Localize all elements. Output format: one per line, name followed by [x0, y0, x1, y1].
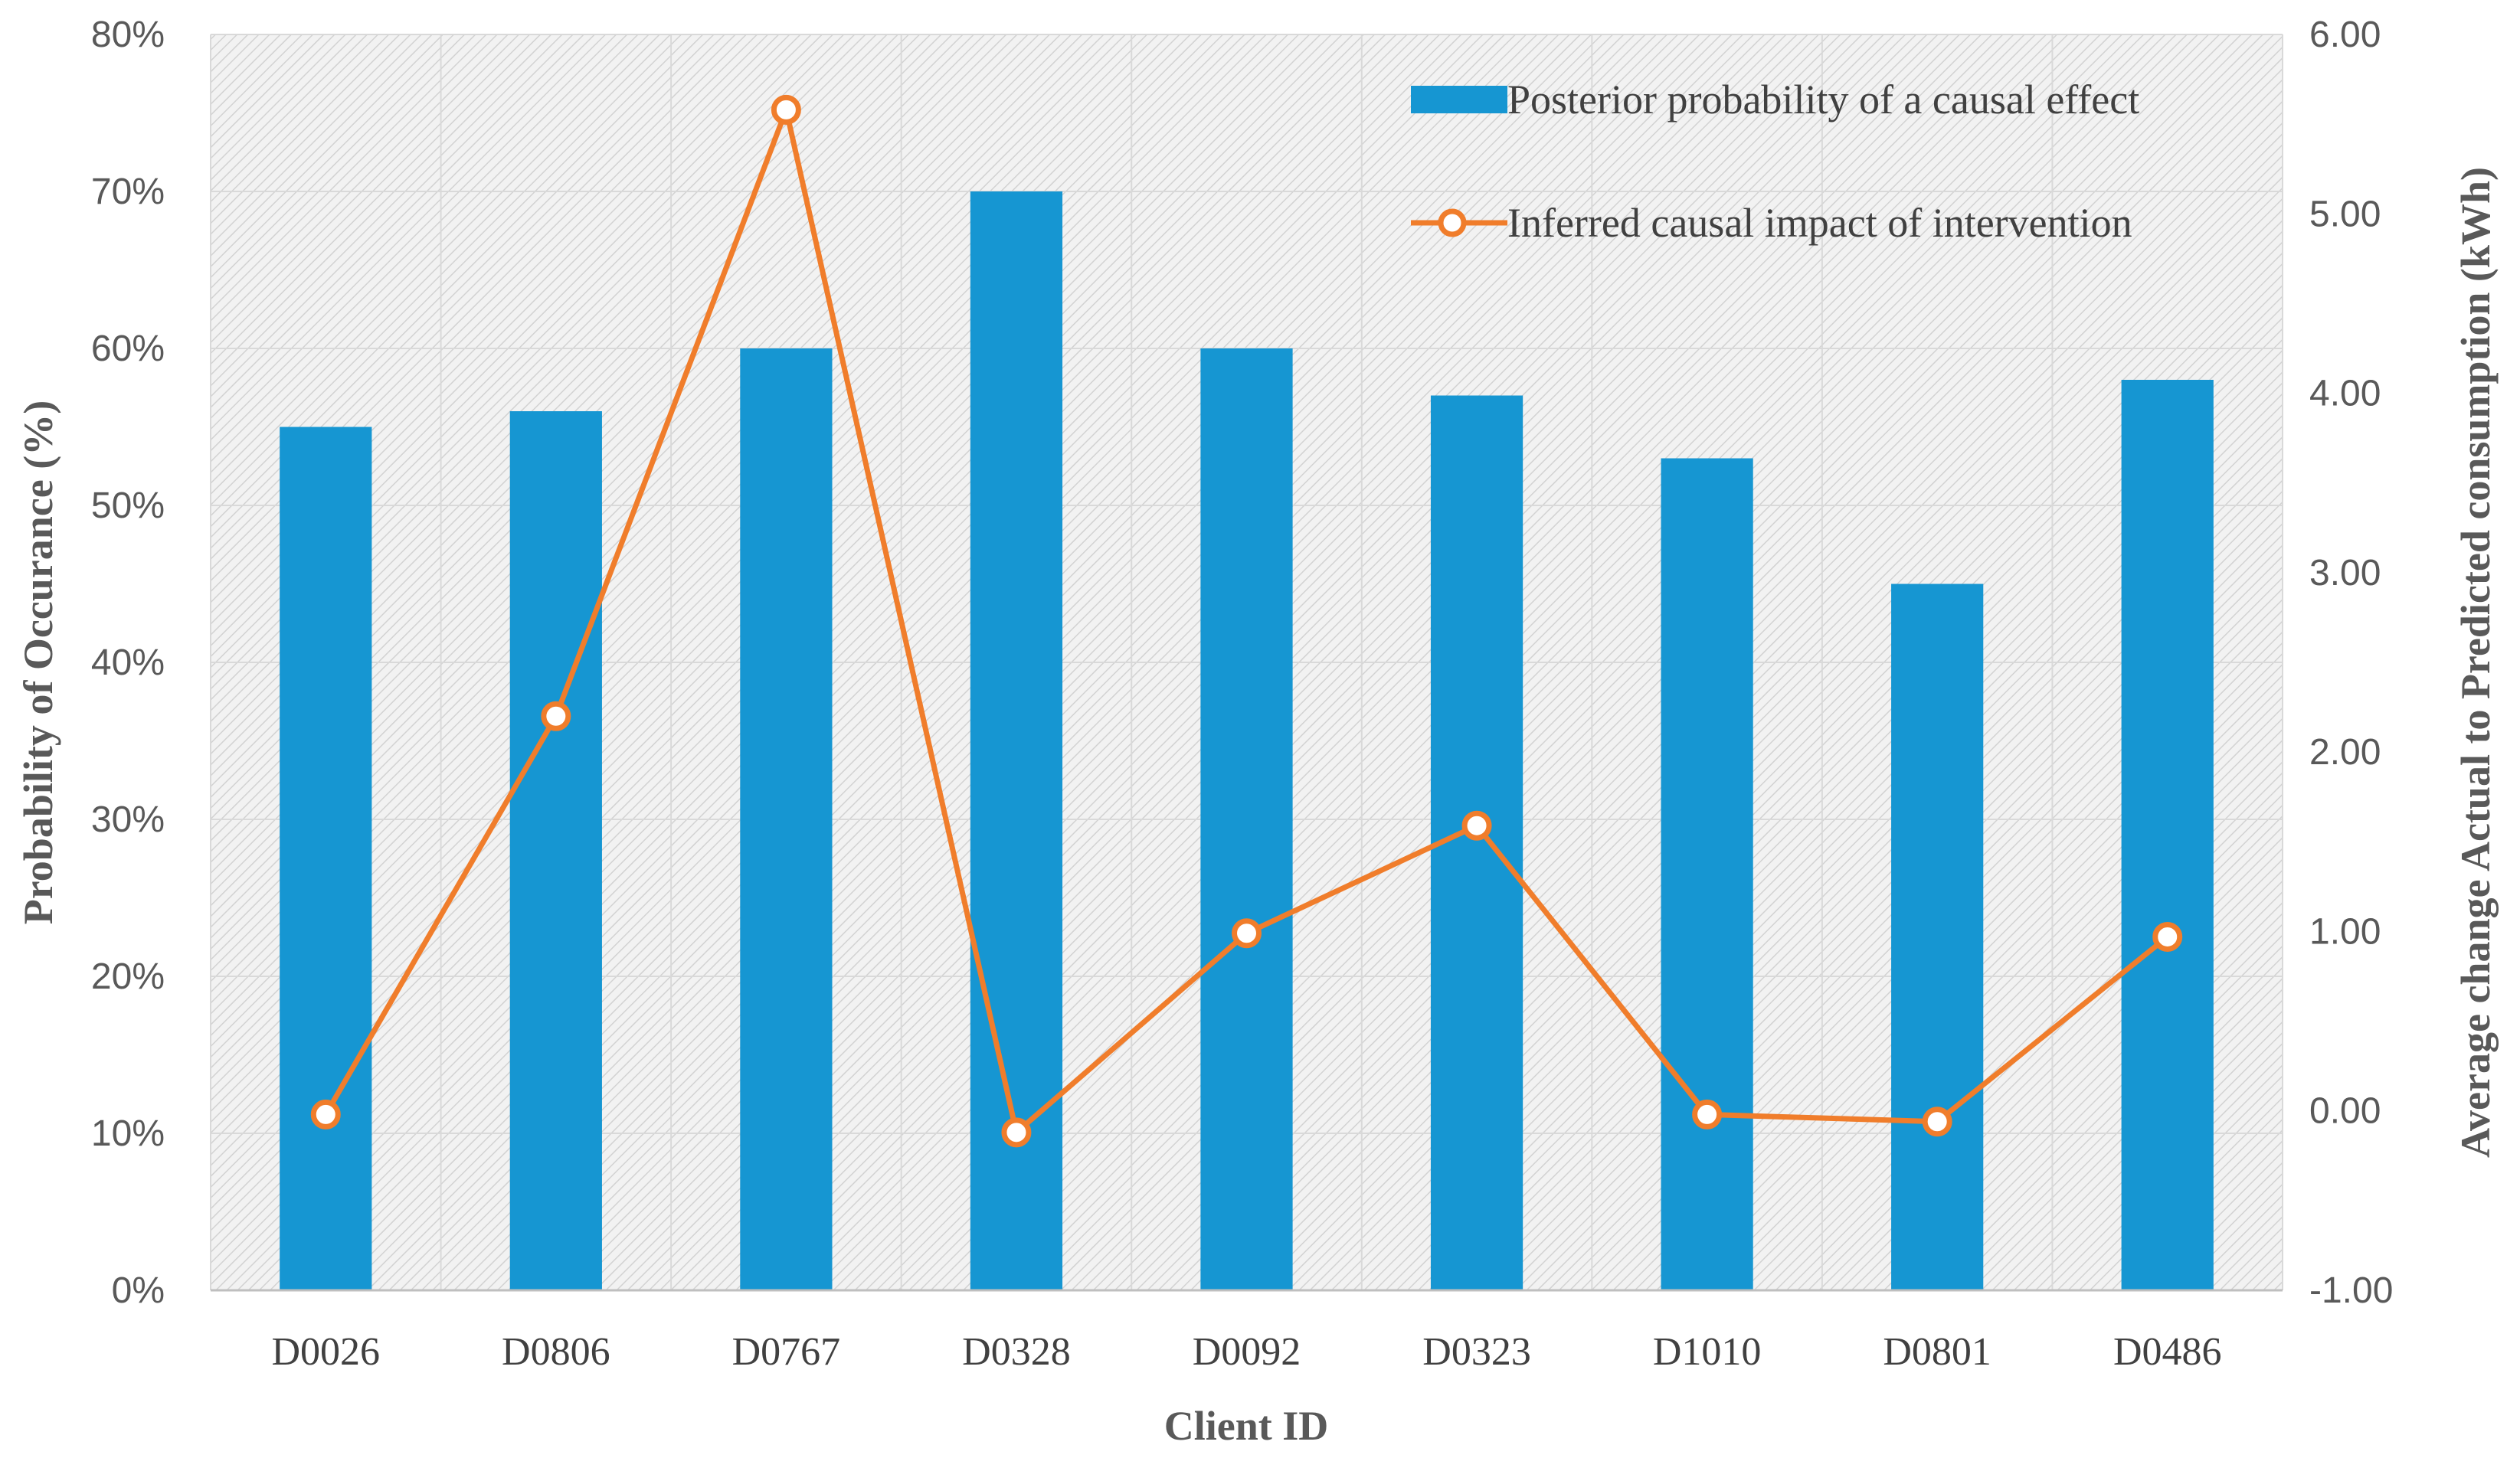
- line-point: [1461, 810, 1492, 841]
- x-tick-label: D0026: [271, 1330, 380, 1374]
- y-tick-label: 80%: [91, 15, 165, 55]
- line-point: [310, 1099, 341, 1129]
- x-tick-label: D0323: [1422, 1330, 1531, 1374]
- x-tick-label: D0092: [1193, 1330, 1301, 1374]
- left-axis-ticks: 0% 10% 20% 30% 40% 50% 60% 70% 80%: [91, 15, 165, 1311]
- line-point: [1692, 1099, 1723, 1129]
- x-tick-label: D0486: [2113, 1330, 2222, 1374]
- y-tick-label: 20%: [91, 956, 165, 997]
- x-axis-ticks: D0026 D0806 D0767 D0328 D0092 D0323 D1010 D0801…: [271, 1330, 2221, 1374]
- y2-axis-title: Average change Actual to Predicted consu…: [2453, 167, 2499, 1158]
- y-tick-label: 40%: [91, 642, 165, 683]
- y-tick-label: 0%: [112, 1270, 165, 1311]
- bar-series: [280, 191, 2214, 1290]
- bar: [740, 348, 833, 1290]
- right-axis-ticks: -1.00 0.00 1.00 2.00 3.00 4.00 5.00 6.00: [2309, 15, 2393, 1311]
- x-axis-title: Client ID: [1164, 1403, 1329, 1449]
- legend-label-line: Inferred causal impact of intervention: [1507, 200, 2132, 246]
- y-axis-title: Probability of Occurance (%): [15, 400, 61, 924]
- line-point: [2152, 921, 2183, 952]
- bar: [1891, 584, 1984, 1290]
- x-tick-label: D1010: [1653, 1330, 1762, 1374]
- y-tick-label: 60%: [91, 329, 165, 369]
- y2-tick-label: -1.00: [2309, 1270, 2393, 1311]
- legend: Posterior probability of a causal effect…: [1411, 77, 2139, 246]
- y-tick-label: 50%: [91, 485, 165, 526]
- bar: [280, 427, 372, 1290]
- x-tick-label: D0767: [732, 1330, 841, 1374]
- x-tick-label: D0801: [1883, 1330, 1991, 1374]
- line-point: [541, 701, 571, 731]
- legend-label-bar: Posterior probability of a causal effect: [1507, 77, 2139, 123]
- bar: [2121, 380, 2214, 1290]
- line-point: [1001, 1117, 1032, 1148]
- bar: [1200, 348, 1293, 1290]
- bar: [509, 411, 602, 1290]
- y2-tick-label: 6.00: [2309, 15, 2381, 55]
- bar: [1661, 458, 1753, 1290]
- line-series: [310, 94, 2183, 1148]
- line-point: [771, 94, 801, 125]
- y-tick-label: 70%: [91, 172, 165, 212]
- x-tick-label: D0806: [502, 1330, 610, 1374]
- y2-tick-label: 4.00: [2309, 374, 2381, 414]
- y2-tick-label: 0.00: [2309, 1091, 2381, 1132]
- y-tick-label: 10%: [91, 1113, 165, 1154]
- y2-tick-label: 1.00: [2309, 911, 2381, 952]
- legend-swatch-marker: [1438, 208, 1467, 237]
- line-point: [1922, 1107, 1952, 1137]
- y-tick-label: 30%: [91, 799, 165, 840]
- y2-tick-label: 2.00: [2309, 732, 2381, 773]
- legend-swatch-bar: [1411, 86, 1507, 113]
- x-tick-label: D0328: [962, 1330, 1071, 1374]
- line-point: [1232, 918, 1262, 949]
- y2-tick-label: 5.00: [2309, 194, 2381, 234]
- y2-tick-label: 3.00: [2309, 553, 2381, 593]
